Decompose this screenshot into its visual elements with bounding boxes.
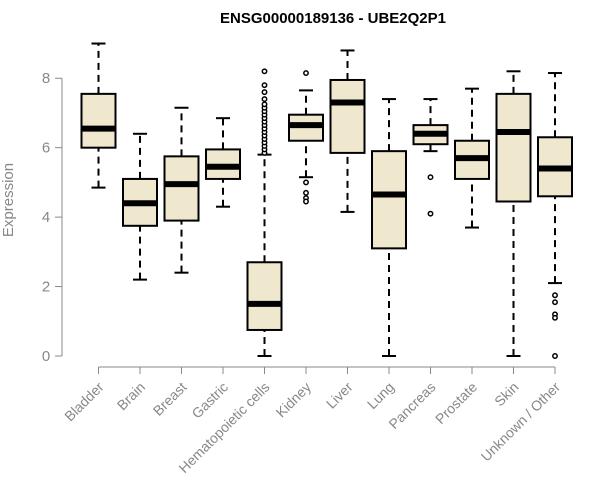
outlier-point <box>261 82 268 89</box>
x-tick-label: Skin <box>491 379 522 410</box>
outlier-point <box>303 70 309 76</box>
x-tick-label: Bladder <box>61 379 107 425</box>
x-tick-label: Kidney <box>273 379 315 421</box>
outlier-point <box>261 96 268 103</box>
box-prostate <box>454 87 490 229</box>
iqr-box <box>495 92 532 203</box>
outlier-point <box>261 101 268 108</box>
x-tick-label: Liver <box>323 379 356 412</box>
box-kidney <box>288 70 324 205</box>
x-tick-label: Brain <box>114 379 148 413</box>
outlier-point <box>303 179 309 186</box>
box-bladder <box>80 42 117 189</box>
iqr-box <box>80 92 117 149</box>
x-tick-label: Lung <box>364 379 397 412</box>
box-gastric <box>205 117 241 208</box>
outlier-point <box>303 198 309 205</box>
outlier-point <box>552 353 558 359</box>
box-unknown-other <box>537 72 573 359</box>
iqr-box <box>246 261 283 331</box>
box-hematopoietic-cells <box>246 68 283 357</box>
outlier-point <box>261 89 268 96</box>
box-lung <box>371 98 407 357</box>
y-tick-label: 6 <box>42 140 50 157</box>
y-tick-label: 8 <box>42 70 50 87</box>
outlier-point <box>552 314 558 321</box>
outlier-point <box>552 292 558 299</box>
box-pancreas <box>412 98 449 217</box>
box-brain <box>122 132 158 281</box>
boxes-group <box>80 42 573 359</box>
box-liver <box>329 49 366 213</box>
outlier-point <box>261 68 268 75</box>
box-skin <box>495 70 532 357</box>
box-breast <box>163 106 200 274</box>
y-tick-label: 4 <box>42 209 50 226</box>
x-tick-label: Breast <box>150 379 190 419</box>
iqr-box <box>371 150 407 250</box>
y-tick-label: 2 <box>42 279 50 296</box>
outlier-point <box>552 299 558 306</box>
iqr-box <box>329 78 366 154</box>
iqr-box <box>163 155 200 222</box>
chart-title: ENSG00000189136 - UBE2Q2P1 <box>220 10 446 27</box>
y-axis-label: Expression <box>0 163 17 237</box>
y-axis: 0 2 4 6 8 <box>42 70 63 365</box>
outlier-point <box>303 189 309 196</box>
x-tick-label: Prostate <box>432 379 480 427</box>
outlier-point <box>427 174 434 181</box>
outlier-point <box>427 210 434 217</box>
y-tick-label: 0 <box>42 348 50 365</box>
x-tick-label: Unknown / Other <box>478 379 564 465</box>
